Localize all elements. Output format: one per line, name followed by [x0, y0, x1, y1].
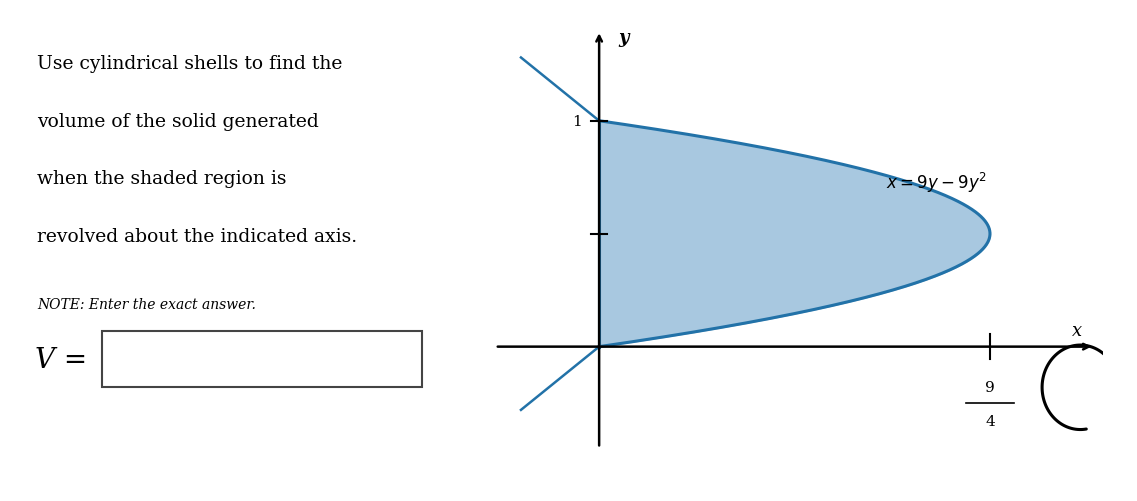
Text: 9: 9 — [985, 381, 995, 394]
Text: revolved about the indicated axis.: revolved about the indicated axis. — [38, 227, 357, 245]
Text: Use cylindrical shells to find the: Use cylindrical shells to find the — [38, 55, 342, 73]
Bar — [102, 332, 422, 387]
Text: x: x — [1072, 321, 1082, 339]
Text: 1: 1 — [572, 115, 581, 128]
Text: when the shaded region is: when the shaded region is — [38, 170, 287, 188]
Text: 4: 4 — [985, 414, 995, 428]
Text: volume of the solid generated: volume of the solid generated — [38, 112, 319, 130]
FancyBboxPatch shape — [7, 21, 448, 455]
Text: y: y — [619, 29, 629, 47]
Text: $x = 9y - 9y^2$: $x = 9y - 9y^2$ — [886, 170, 987, 194]
Text: V =: V = — [35, 346, 88, 373]
Text: NOTE: Enter the exact answer.: NOTE: Enter the exact answer. — [38, 298, 256, 312]
